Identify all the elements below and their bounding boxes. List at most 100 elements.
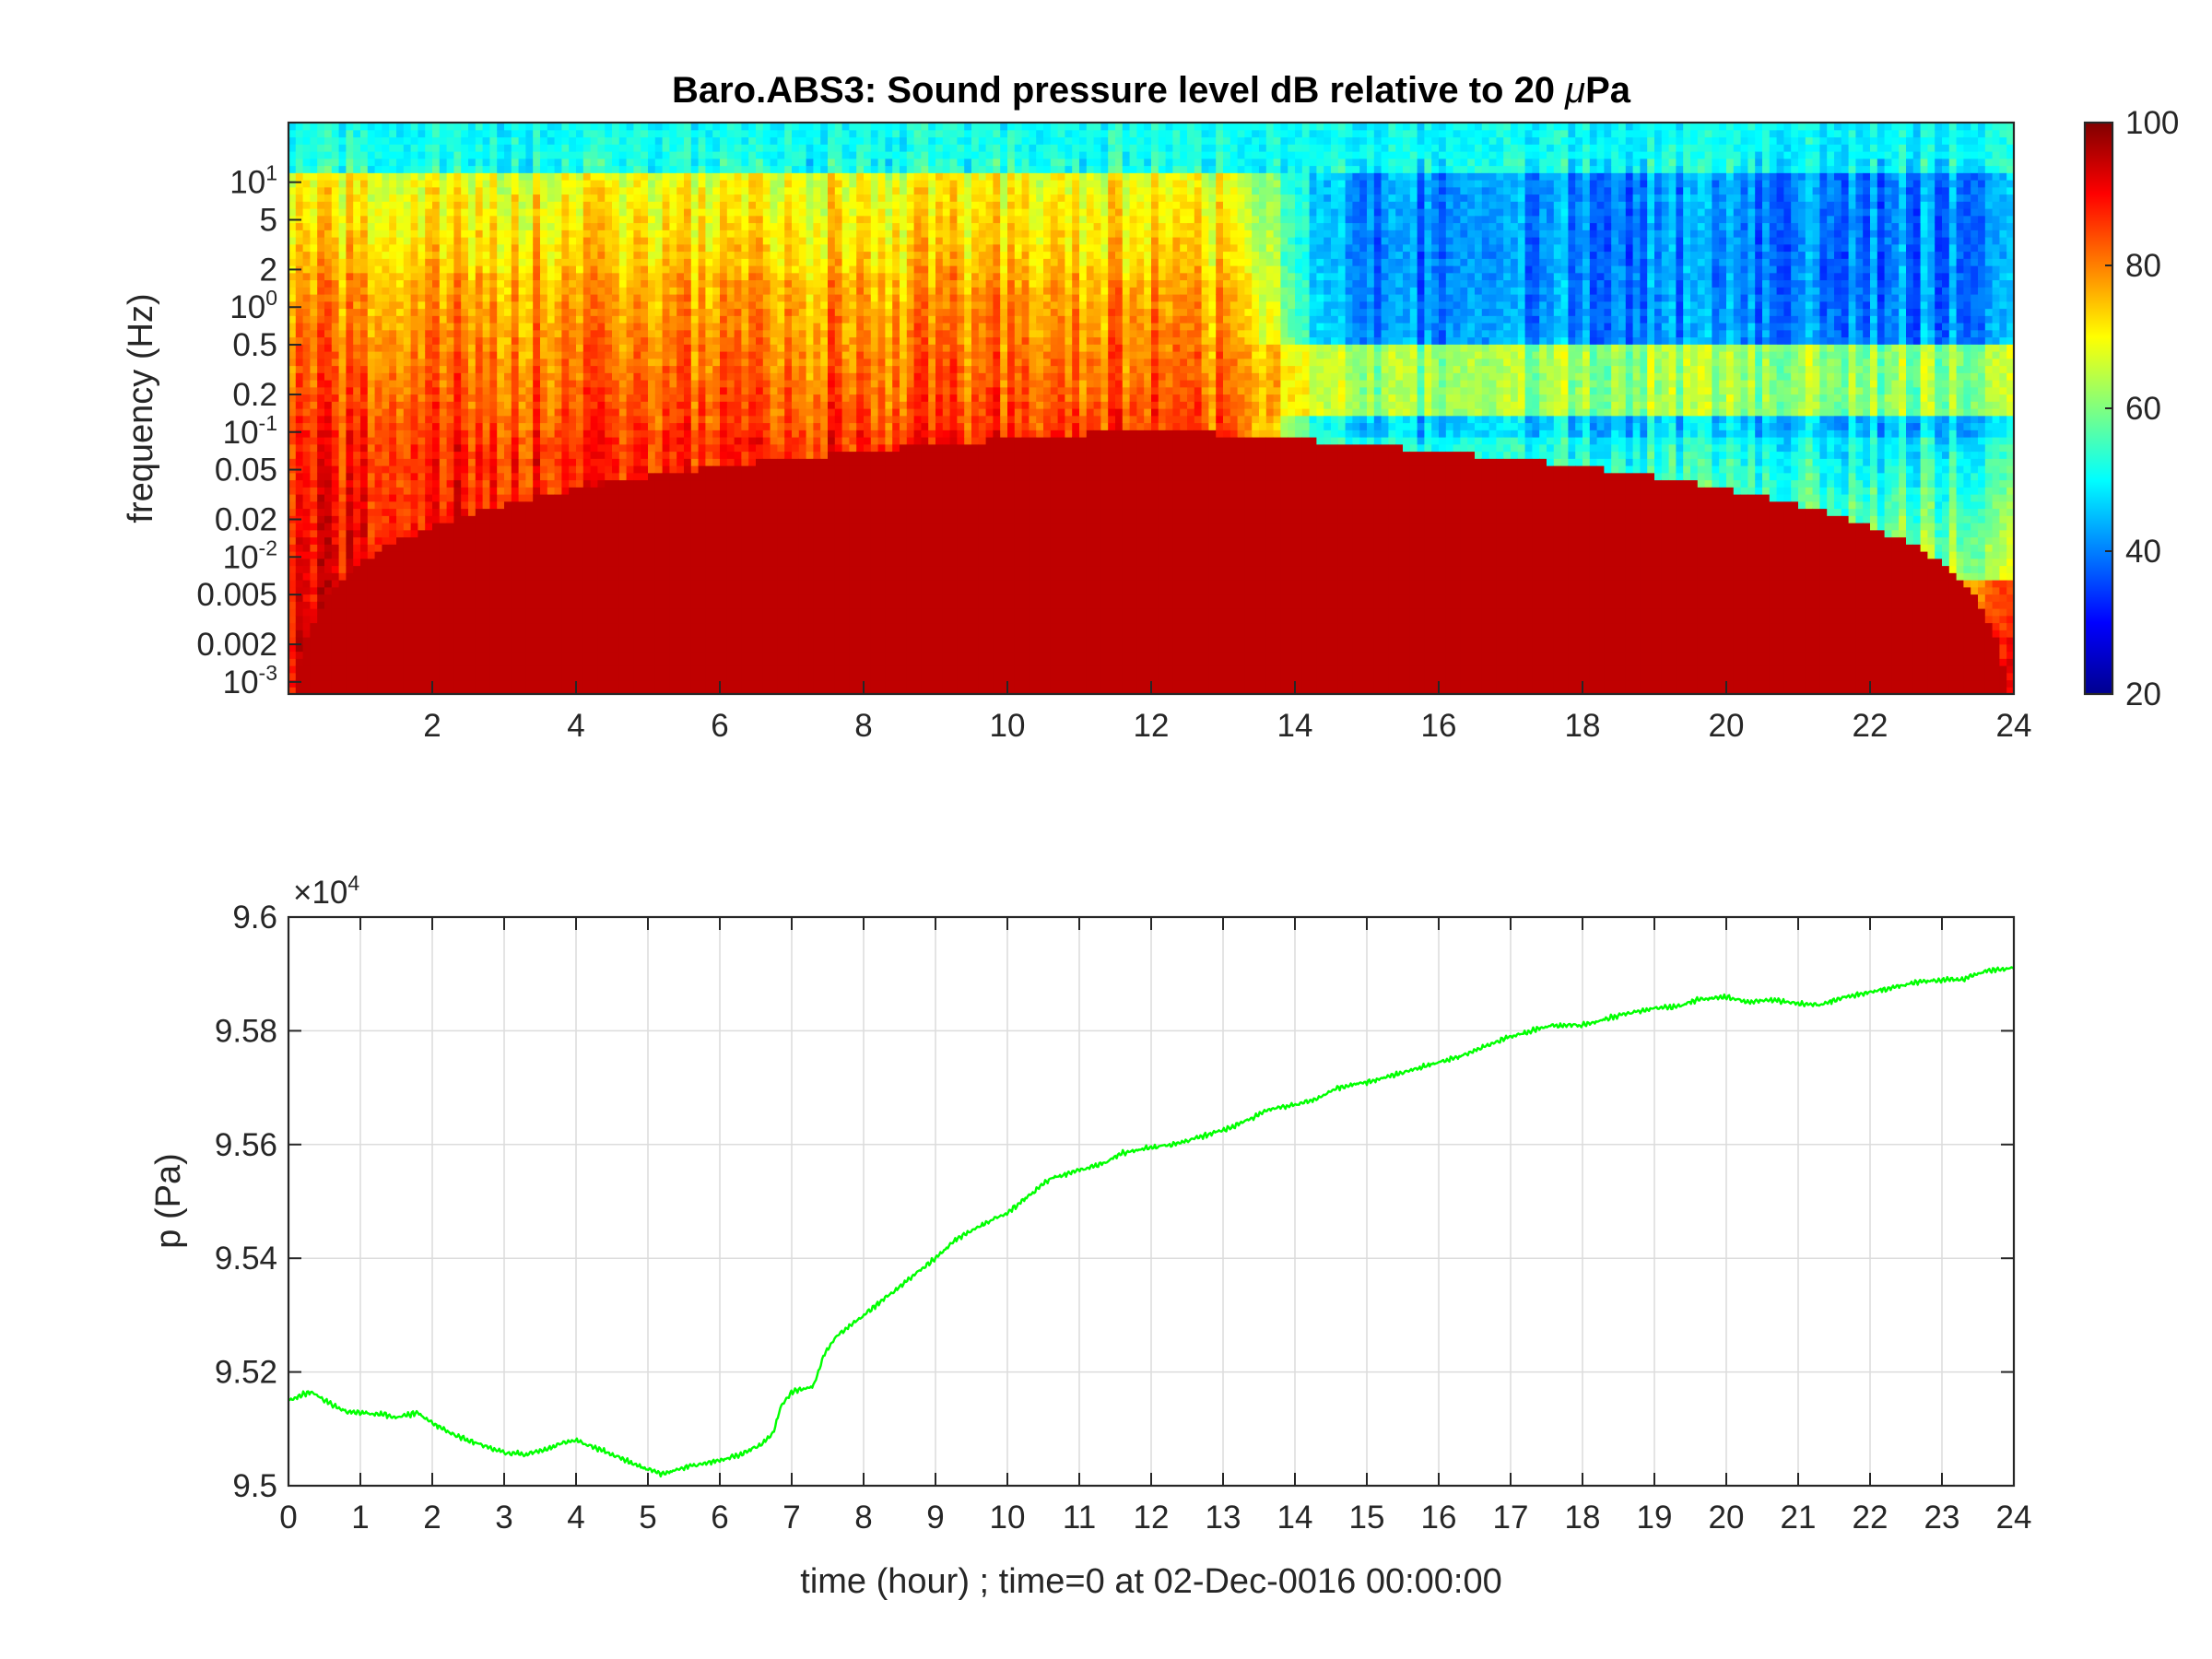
- heatmap-cell: [295, 687, 304, 694]
- heatmap-cell: [726, 544, 735, 552]
- heatmap-cell: [662, 687, 670, 694]
- heatmap-cell: [403, 323, 412, 331]
- heatmap-cell: [410, 487, 418, 495]
- heatmap-cell: [425, 679, 433, 688]
- heatmap-cell: [582, 165, 592, 173]
- heatmap-cell: [712, 572, 721, 581]
- heatmap-cell: [310, 622, 318, 630]
- heatmap-cell: [648, 344, 656, 352]
- heatmap-cell: [410, 500, 418, 510]
- heatmap-cell: [582, 637, 592, 645]
- heatmap-cell: [525, 508, 534, 516]
- heatmap-cell: [662, 586, 670, 595]
- heatmap-cell: [518, 365, 526, 373]
- heatmap-cell: [475, 401, 484, 409]
- heatmap-cell: [324, 279, 333, 288]
- heatmap-cell: [597, 572, 606, 581]
- heatmap-cell: [446, 586, 454, 595]
- heatmap-cell: [525, 308, 534, 316]
- heatmap-cell: [418, 429, 426, 438]
- heatmap-cell: [554, 608, 562, 617]
- heatmap-cell: [475, 479, 484, 488]
- heatmap-cell: [410, 658, 418, 666]
- heatmap-cell: [677, 451, 685, 459]
- heatmap-cell: [360, 136, 369, 145]
- heatmap-cell: [705, 451, 713, 459]
- heatmap-cell: [396, 380, 405, 388]
- heatmap-cell: [684, 544, 692, 552]
- heatmap-cell: [734, 500, 742, 510]
- heatmap-cell: [389, 565, 397, 573]
- heatmap-cell: [561, 372, 570, 381]
- heatmap-cell: [504, 580, 512, 588]
- heatmap-cell: [475, 422, 484, 430]
- heatmap-cell: [533, 679, 541, 688]
- heatmap-cell: [540, 394, 548, 402]
- heatmap-cell: [547, 344, 556, 352]
- heatmap-cell: [425, 465, 433, 474]
- heatmap-cell: [677, 601, 685, 609]
- heatmap-cell: [525, 515, 534, 524]
- heatmap-cell: [489, 637, 498, 645]
- heatmap-cell: [540, 251, 548, 259]
- heatmap-cell: [317, 586, 325, 595]
- heatmap-cell: [504, 500, 512, 510]
- heatmap-cell: [475, 580, 484, 588]
- heatmap-cell: [310, 500, 318, 510]
- heatmap-cell: [374, 565, 382, 573]
- heatmap-cell: [468, 258, 477, 266]
- heatmap-cell: [331, 386, 340, 395]
- heatmap-cell: [554, 251, 562, 259]
- heatmap-cell: [374, 601, 382, 609]
- heatmap-cell: [475, 272, 484, 281]
- heatmap-cell: [310, 594, 318, 602]
- heatmap-cell: [561, 544, 570, 552]
- heatmap-cell: [446, 294, 454, 302]
- heatmap-cell: [338, 586, 347, 595]
- heatmap-cell: [432, 123, 441, 131]
- heatmap-cell: [382, 208, 390, 217]
- heatmap-cell: [461, 637, 469, 645]
- heatmap-cell: [446, 601, 454, 609]
- heatmap-cell: [453, 443, 462, 453]
- heatmap-cell: [432, 500, 441, 510]
- heatmap-cell: [489, 687, 498, 694]
- heatmap-cell: [662, 129, 670, 138]
- heatmap-cell: [533, 251, 541, 259]
- heatmap-cell: [482, 500, 490, 510]
- heatmap-cell: [518, 500, 526, 510]
- heatmap-cell: [633, 336, 641, 345]
- heatmap-cell: [439, 544, 448, 552]
- heatmap-cell: [389, 315, 397, 324]
- heatmap-cell: [698, 172, 706, 181]
- heatmap-cell: [633, 308, 641, 316]
- heatmap-cell: [389, 358, 397, 367]
- heatmap-cell: [554, 165, 562, 173]
- heatmap-cell: [576, 658, 584, 666]
- heatmap-cell: [338, 500, 347, 510]
- heatmap-cell: [425, 472, 433, 481]
- heatmap-cell: [489, 165, 498, 173]
- heatmap-cell: [654, 151, 664, 159]
- heatmap-cell: [504, 144, 512, 152]
- heatmap-cell: [561, 380, 570, 388]
- heatmap-cell: [338, 365, 347, 373]
- heatmap-cell: [597, 515, 606, 524]
- heatmap-cell: [561, 558, 570, 567]
- heatmap-cell: [482, 123, 490, 131]
- heatmap-cell: [482, 172, 490, 181]
- heatmap-cell: [540, 643, 548, 653]
- heatmap-cell: [396, 508, 405, 516]
- heatmap-cell: [648, 129, 656, 138]
- heatmap-cell: [331, 129, 340, 138]
- heatmap-cell: [669, 144, 677, 152]
- heatmap-cell: [338, 580, 347, 588]
- heatmap-cell: [446, 487, 454, 495]
- heatmap-cell: [360, 458, 369, 466]
- heatmap-cell: [576, 201, 584, 209]
- heatmap-cell: [518, 429, 526, 438]
- heatmap-cell: [618, 215, 628, 224]
- heatmap-cell: [346, 665, 354, 674]
- heatmap-cell: [425, 386, 433, 395]
- heatmap-cell: [382, 622, 390, 630]
